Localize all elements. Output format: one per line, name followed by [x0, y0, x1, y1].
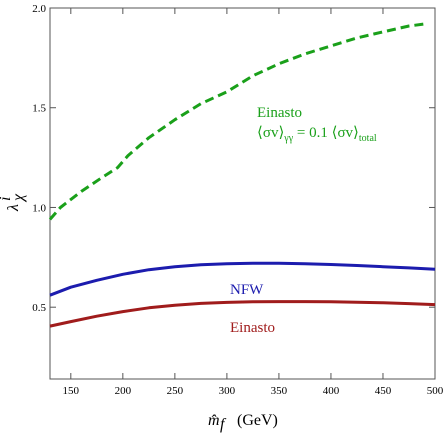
annotation-nfw: NFW: [230, 282, 264, 298]
y-tick-label: 1.0: [32, 202, 46, 214]
y-axis-var: λ: [5, 204, 22, 212]
x-tick-label: 200: [115, 385, 132, 397]
annotation-einasto-dashed: Einasto: [257, 105, 302, 121]
plot-frame: [49, 7, 436, 380]
x-tick-label: 350: [271, 385, 288, 397]
x-tick-label: 250: [167, 385, 184, 397]
y-axis-sup: i: [0, 197, 14, 201]
y-tick-label: 1.5: [32, 103, 46, 115]
x-tick-label: 300: [219, 385, 236, 397]
x-tick-label: 450: [375, 385, 392, 397]
series-line-einasto-dashed: [48, 22, 425, 221]
series-line-einasto-solid: [49, 300, 436, 328]
x-axis-var: m̂: [208, 412, 220, 429]
y-axis-sub: χ: [10, 193, 27, 203]
x-tick-label: 500: [427, 385, 444, 397]
annotation-einasto-dashed-formula: ⟨σv⟩γγ = 0.1 ⟨σv⟩total: [257, 125, 377, 144]
ticks-layer: 150 200 250 300 350 400 450 500 0.5 1.0 1.5 2.0: [32, 3, 444, 397]
x-axis-unit: (GeV): [237, 412, 278, 429]
y-tick-label: 0.5: [32, 302, 46, 314]
x-tick-label: 400: [323, 385, 340, 397]
y-axis-title: λ i χ: [0, 193, 27, 212]
series-layer: [48, 22, 436, 328]
x-axis-title: m̂ f (GeV): [208, 412, 278, 433]
x-tick-label: 150: [63, 385, 80, 397]
y-tick-label: 2.0: [32, 3, 46, 15]
x-axis-sub: f: [220, 416, 227, 433]
annotation-einasto-solid: Einasto: [230, 320, 275, 336]
series-line-nfw: [49, 261, 436, 297]
